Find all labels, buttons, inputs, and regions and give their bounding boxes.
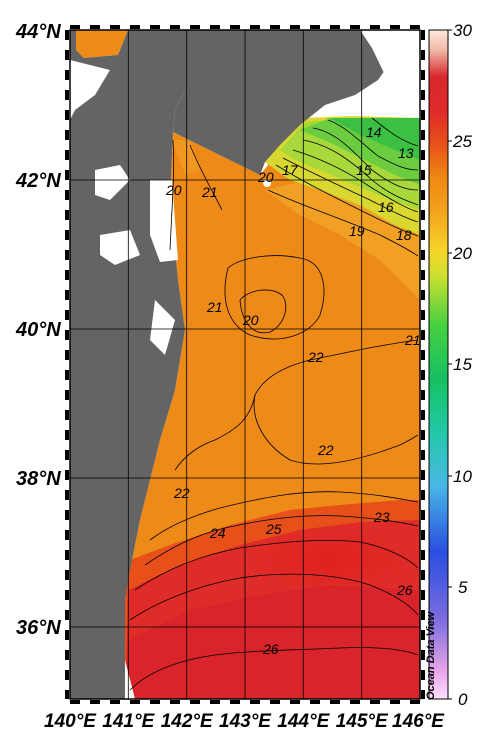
lat-label: 44°N	[15, 21, 61, 43]
land-hokkaido	[173, 30, 392, 175]
contour-label: 22	[307, 349, 324, 365]
latitude-labels: 44°N 42°N 40°N 38°N 36°N	[15, 21, 61, 639]
graticule	[70, 30, 420, 699]
contour-label: 17	[282, 162, 299, 178]
colorbar-labels: 30 25 20 15 10 5 0	[452, 21, 472, 709]
contour-label: 24	[209, 525, 226, 541]
colorbar-tick-label: 20	[452, 244, 472, 263]
contour-label: 20	[257, 169, 274, 185]
lon-label: 140°E	[44, 711, 97, 732]
contour-label: 22	[173, 485, 190, 501]
colorbar-tick-label: 15	[453, 355, 472, 374]
contour-label: 13	[398, 145, 414, 161]
colorbar-tick-label: 30	[453, 21, 472, 40]
lon-label: 146°E	[392, 711, 445, 732]
contour-label: 22	[317, 442, 334, 458]
contour-label: 18	[396, 227, 412, 243]
contour-label: 26	[262, 641, 279, 657]
contour-label: 20	[165, 182, 182, 198]
contour-label: 14	[366, 124, 382, 140]
contour-label: 26	[396, 582, 413, 598]
colorbar-tick-label: 10	[453, 467, 472, 486]
map-frame	[69, 29, 421, 700]
colorbar-tick-label: 0	[458, 690, 468, 709]
lon-label: 145°E	[336, 711, 389, 732]
contour-label: 16	[378, 199, 394, 215]
contour-label: 25	[265, 521, 282, 537]
contour-label: 21	[404, 332, 421, 348]
contour-label: 19	[349, 223, 365, 239]
contour-label: 15	[356, 162, 372, 178]
contour-label-group: 20 21 13 14 15 17 20 16 19 18 21 20 22 2…	[165, 124, 421, 657]
lat-label: 42°N	[15, 170, 61, 192]
colorbar-tick-label: 25	[452, 132, 472, 151]
colorbar-tick-marks	[448, 29, 452, 700]
contour-lines	[129, 117, 419, 691]
contour-label: 21	[206, 299, 223, 315]
longitude-labels: 140°E 141°E 142°E 143°E 144°E 145°E 146°…	[44, 711, 445, 732]
contour-label: 20	[242, 312, 259, 328]
lat-label: 36°N	[16, 617, 61, 639]
lon-label: 143°E	[219, 711, 272, 732]
lat-label: 38°N	[16, 468, 61, 490]
odv-watermark: Ocean Data View	[425, 610, 437, 700]
lon-label: 142°E	[161, 711, 214, 732]
lon-label: 141°E	[102, 711, 155, 732]
colorbar	[428, 29, 449, 700]
contour-label: 21	[201, 184, 218, 200]
colorbar-tick-label: 5	[458, 578, 468, 597]
lon-label: 144°E	[277, 711, 330, 732]
lat-label: 40°N	[15, 319, 61, 341]
contour-label: 23	[373, 509, 390, 525]
